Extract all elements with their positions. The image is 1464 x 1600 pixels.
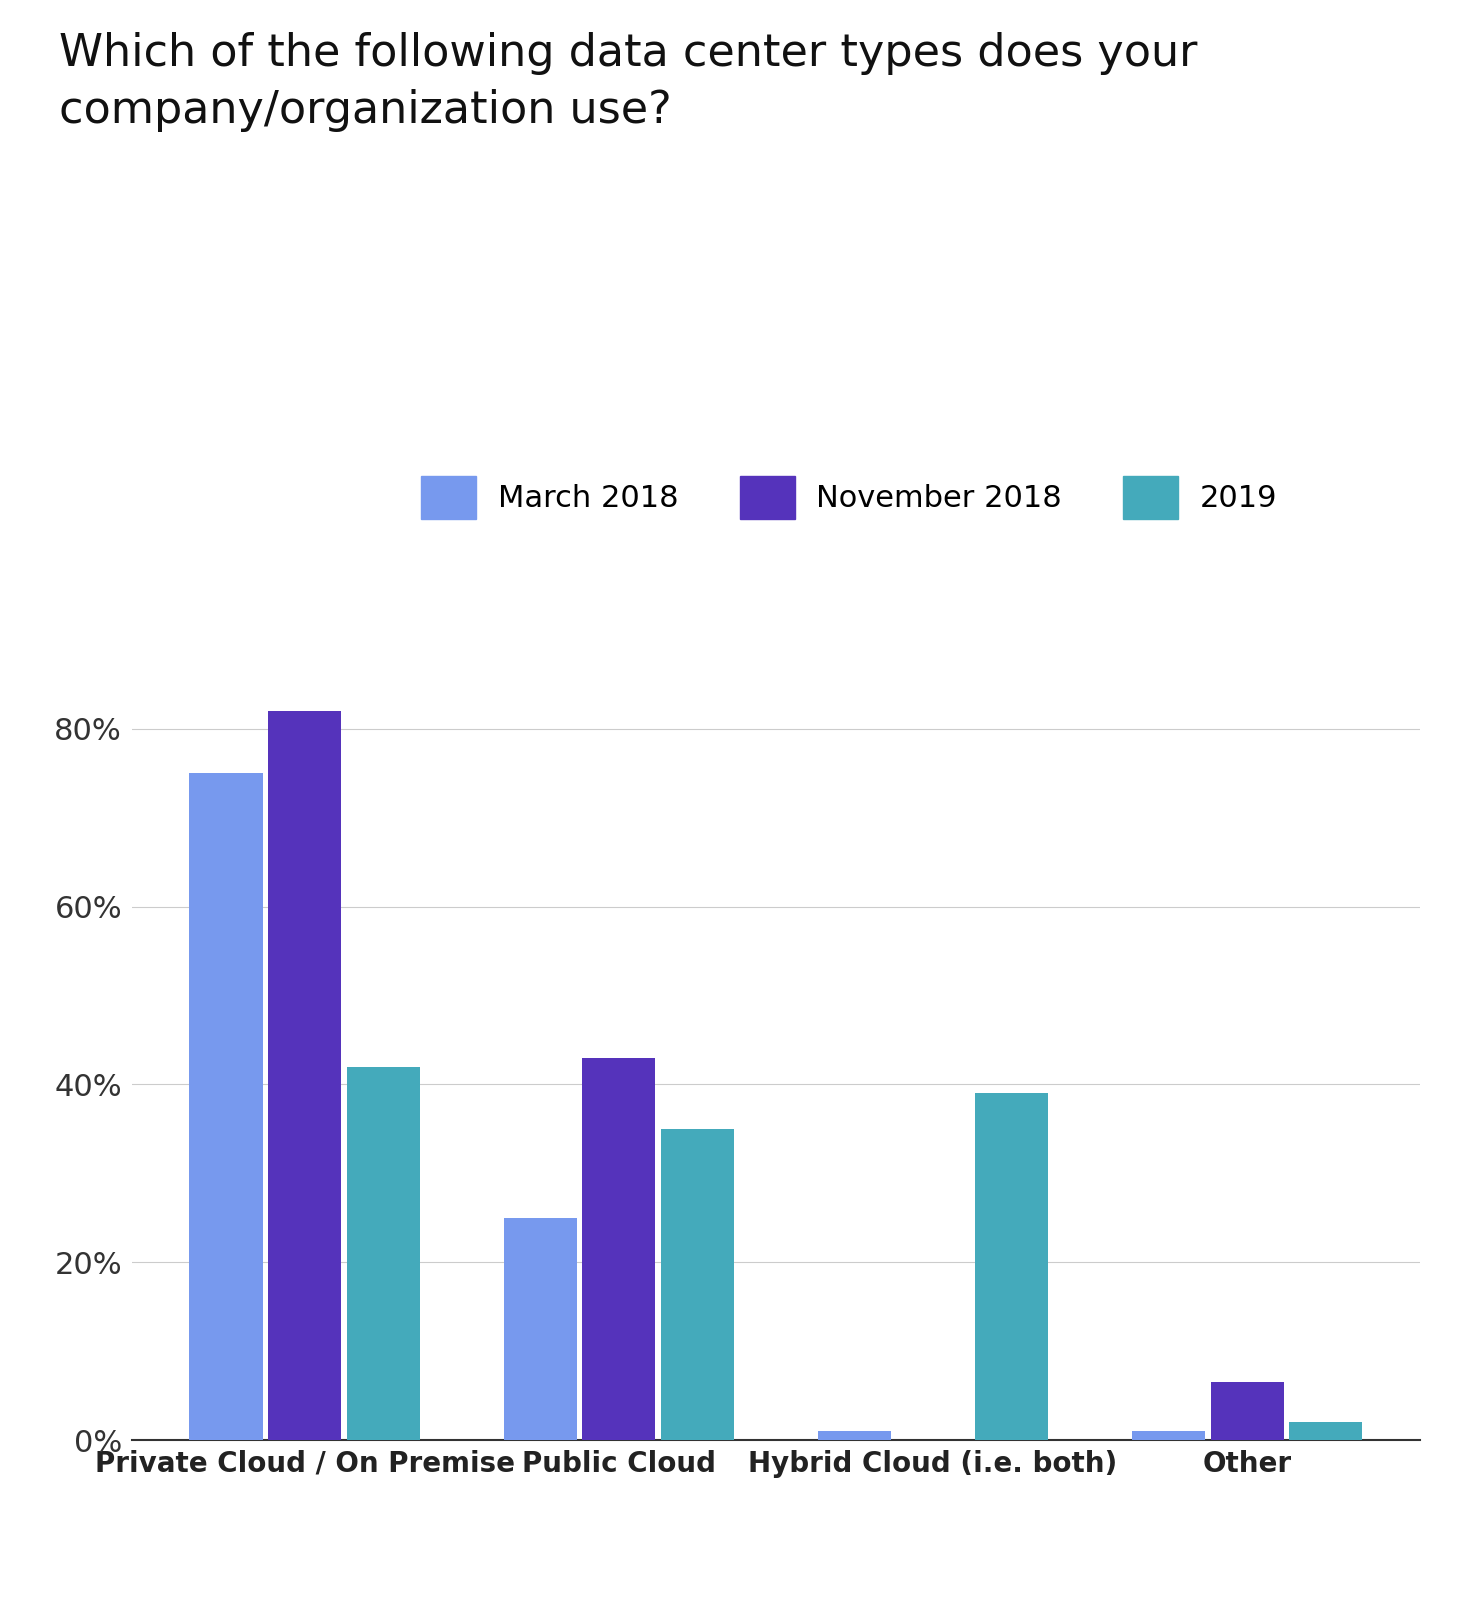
- Bar: [975, 1093, 1048, 1440]
- Bar: [347, 1067, 420, 1440]
- Bar: [1132, 1430, 1205, 1440]
- Bar: [583, 1058, 656, 1440]
- Text: Which of the following data center types does your
company/organization use?: Which of the following data center types…: [59, 32, 1198, 131]
- Bar: [1290, 1422, 1363, 1440]
- Bar: [660, 1130, 733, 1440]
- Bar: [1211, 1382, 1284, 1440]
- Bar: [818, 1430, 892, 1440]
- Legend: March 2018, November 2018, 2019: March 2018, November 2018, 2019: [410, 464, 1288, 531]
- Bar: [504, 1218, 577, 1440]
- Bar: [189, 773, 262, 1440]
- Bar: [268, 710, 341, 1440]
